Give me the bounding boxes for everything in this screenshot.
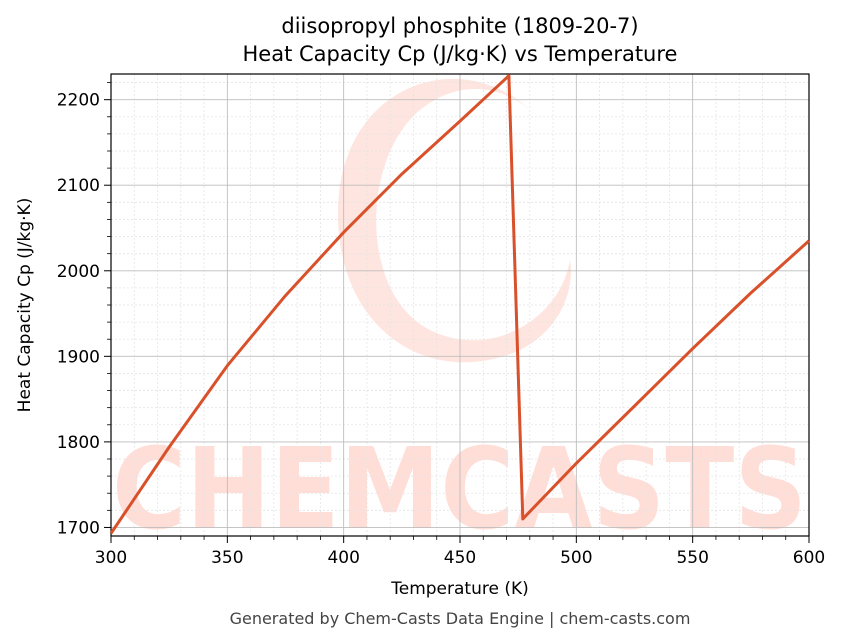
watermark: CHEMCASTS [112,78,807,555]
y-axis-label: Heat Capacity Cp (J/kg·K) [15,198,35,413]
y-axis: 1700 1800 1900 2000 2100 2200 [57,82,111,538]
x-axis-label: Temperature (K) [390,579,529,599]
x-tick-label: 600 [793,548,825,568]
chart-title-line1: diisopropyl phosphite (1809-20-7) [281,14,638,38]
y-tick-label: 2200 [57,91,100,111]
footer-credit: Generated by Chem-Casts Data Engine | ch… [230,609,691,628]
x-tick-label: 500 [560,548,592,568]
series-line [109,74,811,535]
y-tick-label: 1900 [57,347,100,367]
x-tick-label: 300 [95,548,127,568]
x-tick-label: 350 [211,548,243,568]
watermark-text: CHEMCASTS [112,425,807,555]
y-tick-label: 1800 [57,433,100,453]
watermark-logo-swirl [337,78,571,363]
chart-title-line2: Heat Capacity Cp (J/kg·K) vs Temperature [243,42,678,66]
y-tick-label: 2100 [57,176,100,196]
y-tick-label: 2000 [57,262,100,282]
x-tick-label: 400 [327,548,359,568]
x-tick-label: 450 [444,548,476,568]
x-tick-label: 550 [676,548,708,568]
y-tick-label: 1700 [57,518,100,538]
x-axis: 300 350 400 450 500 550 600 [95,536,825,568]
